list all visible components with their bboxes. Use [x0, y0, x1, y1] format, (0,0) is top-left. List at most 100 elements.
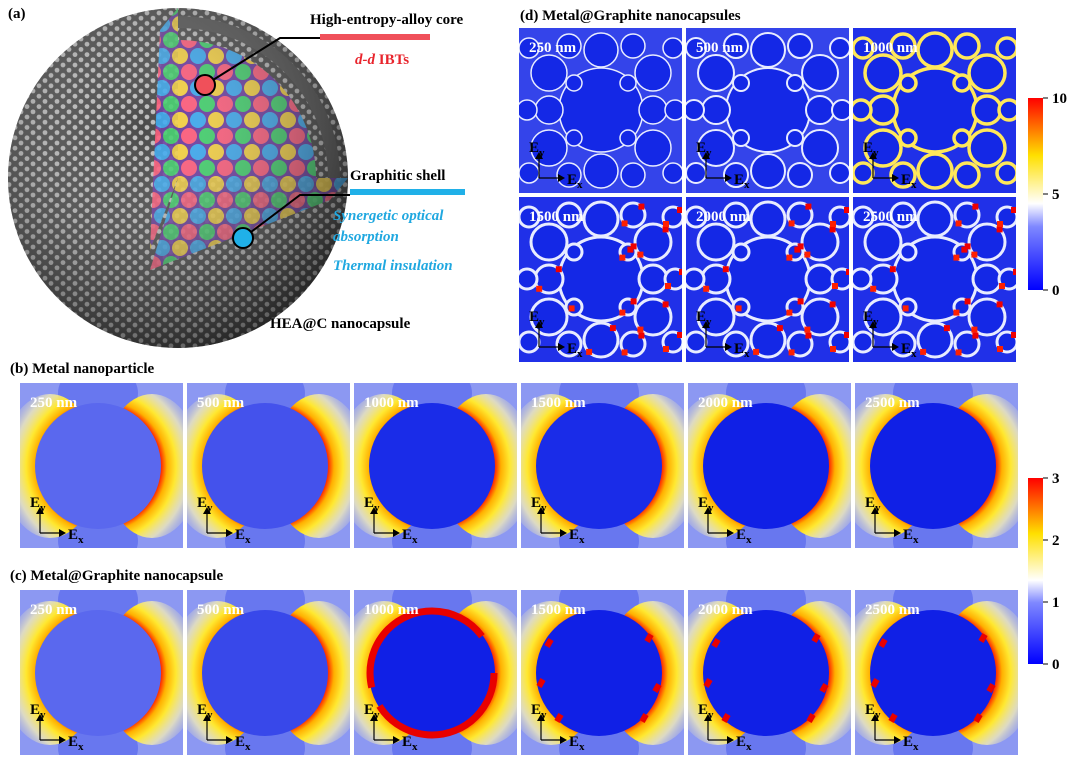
particle: [787, 33, 813, 59]
particle: [530, 54, 568, 92]
particle: [995, 161, 1016, 185]
shell-note: Synergetic optical: [333, 208, 444, 224]
particle: [202, 610, 328, 736]
field-label: Ey: [529, 309, 545, 328]
hot-spot: [630, 298, 637, 305]
particle: [952, 128, 972, 148]
field-symbol: E: [30, 495, 40, 511]
hot-spot: [797, 298, 804, 305]
hot-spot: [829, 301, 836, 308]
particle: [997, 98, 1016, 122]
hot-spot: [1013, 269, 1016, 275]
hot-spot: [986, 683, 996, 693]
hot-spot: [665, 283, 671, 289]
field-symbol: E: [30, 702, 40, 718]
map-body: [20, 590, 183, 755]
map-body: [521, 590, 684, 755]
hot-spot: [776, 325, 783, 332]
field-label: Ey: [698, 495, 714, 514]
field-subscript: x: [577, 348, 583, 360]
map-body: [855, 590, 1018, 755]
field-subscript: x: [577, 179, 583, 191]
map-body: [688, 590, 851, 755]
hot-spot: [621, 349, 628, 356]
particle: [967, 297, 1007, 337]
particle: [519, 37, 540, 59]
field-subscript: y: [873, 316, 879, 328]
particle: [722, 330, 750, 358]
wavelength-label: 500 nm: [197, 602, 245, 618]
particle: [369, 403, 495, 529]
particle: [583, 153, 619, 189]
particle: [634, 129, 672, 167]
map-body: [187, 383, 350, 548]
field-symbol: E: [698, 495, 708, 511]
hot-spot: [677, 332, 682, 338]
field-subscript: y: [40, 502, 46, 514]
shell-note: absorption: [333, 229, 399, 245]
arrow-head: [558, 174, 565, 182]
colorbar-tick-label: 3: [1052, 471, 1060, 487]
field-symbol: E: [197, 495, 207, 511]
panel-title-text: Metal@Graphite nanocapsule: [30, 568, 223, 584]
particle: [995, 36, 1016, 60]
field-label: Ex: [901, 172, 917, 191]
field-symbol: E: [402, 527, 412, 543]
hot-spot: [788, 220, 795, 227]
particle: [732, 74, 750, 92]
particle: [853, 205, 875, 229]
hot-spot: [637, 251, 644, 258]
field-subscript: x: [913, 534, 919, 546]
field-label: Ex: [569, 527, 585, 546]
field-subscript: x: [412, 534, 418, 546]
particle: [369, 610, 495, 736]
field-subscript: y: [873, 147, 879, 159]
particle: [853, 267, 873, 291]
particle: [916, 31, 954, 69]
hot-spot: [721, 713, 731, 723]
core-label: High-entropy-alloy core: [310, 12, 464, 28]
hot-spot: [870, 678, 880, 688]
callouts: [194, 34, 465, 249]
hot-spot: [804, 326, 811, 333]
particle: [831, 99, 849, 121]
hot-spot: [811, 633, 821, 643]
particle: [565, 129, 583, 147]
panel-title: (b) Metal nanoparticle: [10, 361, 154, 377]
field-label: Ex: [569, 734, 585, 753]
arrow-head: [869, 152, 877, 159]
hot-spot: [805, 203, 812, 210]
particle: [686, 205, 708, 229]
map-body: [521, 383, 684, 548]
hot-spot: [788, 349, 795, 356]
particle: [555, 330, 583, 358]
particle: [750, 153, 786, 189]
arrow-head: [704, 714, 712, 721]
particle: [786, 74, 804, 92]
hot-spot: [679, 269, 682, 275]
particle: [529, 222, 569, 262]
particle: [519, 205, 541, 229]
hot-spot: [805, 332, 812, 339]
panel-label: (a): [8, 6, 26, 22]
particle: [829, 162, 849, 184]
field-label: Ey: [30, 495, 46, 514]
arrow-head: [871, 507, 879, 514]
particle: [686, 99, 705, 121]
field-label: Ex: [235, 734, 251, 753]
panel-title-text: Metal@Graphite nanocapsules: [542, 8, 741, 24]
wavelength-label: 500 nm: [696, 40, 744, 56]
wavelength-label: 2500 nm: [865, 602, 920, 618]
field-subscript: y: [40, 709, 46, 721]
field-symbol: E: [197, 702, 207, 718]
field-label: Ey: [863, 140, 879, 159]
field-subscript: y: [708, 502, 714, 514]
wavelength-label: 1500 nm: [531, 602, 586, 618]
particle: [620, 33, 646, 59]
arrow-head: [36, 507, 44, 514]
particle: [686, 330, 708, 354]
